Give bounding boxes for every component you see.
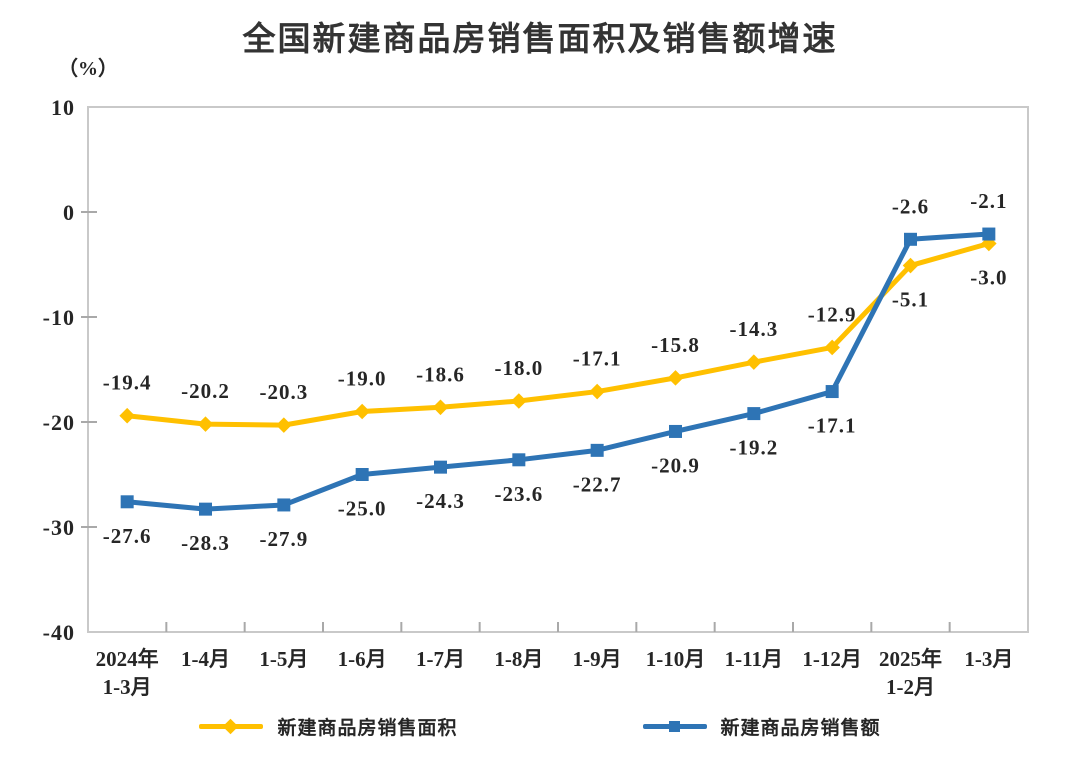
data-label: -20.3 — [259, 380, 308, 404]
data-label: -5.1 — [892, 288, 929, 312]
data-label: -2.1 — [970, 189, 1007, 213]
data-label: -17.1 — [808, 414, 857, 438]
data-label: -22.7 — [573, 472, 622, 496]
y-tick-label: -40 — [43, 620, 75, 645]
data-label: -28.3 — [181, 531, 230, 555]
sales-amount-square-icon — [642, 719, 707, 734]
data-label: -23.6 — [494, 482, 543, 506]
data-label: -17.1 — [573, 347, 622, 371]
data-label: -20.2 — [181, 379, 230, 403]
data-label: -20.9 — [651, 453, 700, 477]
legend-item-sales-area: 新建商品房销售面积 — [199, 713, 457, 740]
x-tick-label: 2025年 1-2月 — [879, 647, 942, 699]
x-tick-label: 1-3月 — [964, 647, 1013, 671]
legend: 新建商品房销售面积 新建商品房销售额 — [0, 713, 1080, 740]
x-tick-label: 1-12月 — [802, 647, 862, 671]
data-label: -3.0 — [970, 266, 1007, 290]
data-label: -25.0 — [338, 497, 387, 521]
series-sales-amount-labels: -27.6 -28.3 -27.9 -25.0 -24.3 -23.6 -22.7 -20.9… — [103, 189, 1007, 555]
x-tick-label: 1-9月 — [573, 647, 622, 671]
legend-item-sales-amount: 新建商品房销售额 — [642, 713, 881, 740]
y-tick-label: -30 — [43, 515, 75, 540]
data-label: -12.9 — [808, 302, 857, 326]
x-axis: 2024年 1-3月 1-4月 1-5月 1-6月 1-7月 1-8月 1-9月 1-10月 1-… — [96, 622, 1013, 699]
data-label: -24.3 — [416, 489, 465, 513]
data-label: -15.8 — [651, 333, 700, 357]
sales-area-diamond-icon — [199, 718, 264, 735]
y-tick-label: 10 — [51, 95, 75, 120]
legend-label-sales-amount: 新建商品房销售额 — [720, 718, 881, 739]
data-label: -14.3 — [729, 317, 778, 341]
y-tick-label: -20 — [43, 410, 75, 435]
x-tick-label: 1-6月 — [338, 647, 387, 671]
series-sales-area-line — [119, 235, 997, 433]
data-label: -27.9 — [259, 527, 308, 551]
y-axis-unit-label: （%） — [58, 58, 118, 80]
x-tick-label: 1-11月 — [725, 647, 783, 671]
data-label: -19.0 — [338, 367, 387, 391]
series-sales-area-labels: -19.4 -20.2 -20.3 -19.0 -18.6 -18.0 -17.1 -15.8… — [103, 266, 1007, 405]
data-label: -18.0 — [494, 356, 543, 380]
legend-label-sales-area: 新建商品房销售面积 — [277, 718, 458, 739]
x-tick-label: 1-4月 — [181, 647, 230, 671]
x-tick-label: 2024年 1-3月 — [96, 647, 159, 699]
y-tick-label: 0 — [63, 200, 75, 225]
series-sales-amount-line — [120, 227, 996, 516]
x-tick-label: 1-8月 — [494, 647, 543, 671]
chart-title: 全国新建商品房销售面积及销售额增速 — [242, 20, 838, 57]
x-tick-label: 1-5月 — [259, 647, 308, 671]
data-label: -19.4 — [103, 371, 152, 395]
data-label: -18.6 — [416, 362, 465, 386]
y-tick-label: -10 — [43, 305, 75, 330]
y-axis: 10 0 -10 -20 -30 -40 — [43, 95, 97, 645]
data-label: -19.2 — [729, 436, 778, 460]
data-label: -27.6 — [103, 524, 152, 548]
x-tick-label: 1-10月 — [646, 647, 706, 671]
data-label: -2.6 — [892, 194, 929, 218]
x-tick-label: 1-7月 — [416, 647, 465, 671]
